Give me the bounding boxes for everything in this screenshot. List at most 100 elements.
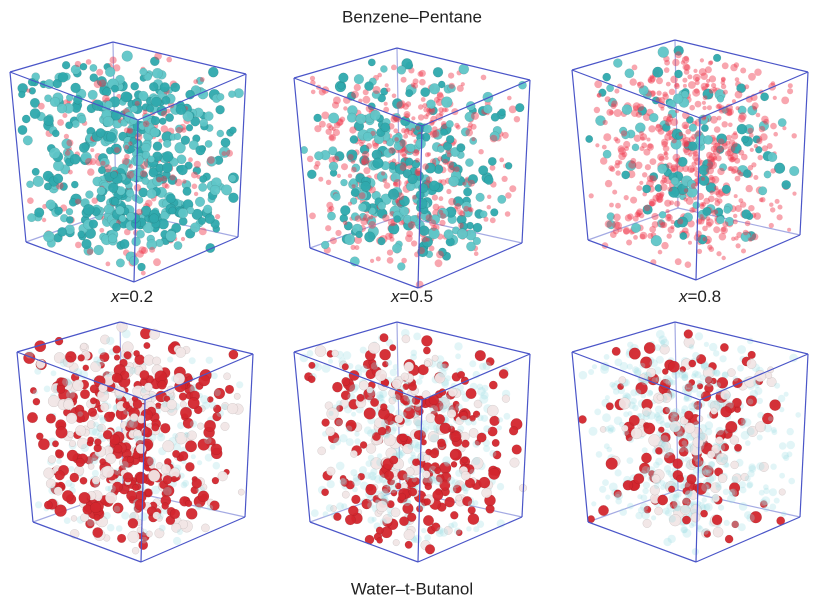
molecule: [488, 157, 496, 165]
molecule: [744, 84, 749, 89]
molecule: [454, 342, 462, 350]
molecule: [122, 51, 133, 62]
molecule: [602, 413, 611, 422]
molecule: [359, 192, 366, 199]
molecule: [359, 142, 364, 147]
molecule: [311, 509, 319, 517]
molecule: [672, 59, 679, 66]
molecule: [236, 381, 243, 388]
molecule: [346, 438, 354, 446]
molecule: [398, 493, 405, 500]
molecule: [421, 528, 426, 533]
molecule: [407, 144, 415, 152]
molecule: [137, 527, 144, 534]
molecule: [684, 56, 689, 61]
molecule: [489, 450, 496, 457]
molecule: [135, 133, 143, 141]
molecule: [709, 75, 716, 82]
molecule: [475, 350, 486, 361]
molecule: [640, 146, 645, 151]
molecule: [622, 171, 630, 179]
molecule: [23, 136, 33, 146]
molecule: [371, 362, 378, 369]
molecule: [44, 501, 52, 509]
molecule: [162, 402, 168, 408]
molecule: [731, 237, 735, 241]
molecule: [178, 208, 188, 218]
molecule: [490, 135, 498, 143]
molecule: [769, 223, 774, 228]
molecule: [426, 413, 436, 423]
panel-label: x=0.5: [390, 287, 433, 306]
molecule: [418, 114, 424, 120]
molecule: [434, 468, 441, 475]
molecule: [181, 136, 190, 145]
molecule: [194, 161, 201, 168]
molecule: [188, 397, 200, 409]
molecule: [603, 73, 611, 81]
molecule: [174, 373, 185, 384]
molecule: [764, 171, 771, 178]
molecule: [131, 82, 139, 90]
molecule: [27, 197, 34, 204]
molecule: [225, 385, 234, 394]
molecule: [609, 382, 615, 388]
molecule: [619, 377, 626, 384]
molecule: [721, 84, 726, 89]
molecule: [326, 180, 331, 185]
molecule: [404, 530, 415, 541]
molecule: [363, 167, 370, 174]
molecule: [173, 537, 181, 545]
molecule: [588, 369, 594, 375]
molecule: [393, 364, 399, 370]
molecule: [728, 123, 733, 128]
molecule: [459, 211, 465, 217]
molecule: [134, 184, 141, 191]
molecule: [628, 437, 634, 443]
molecule: [705, 376, 712, 383]
molecule: [404, 111, 411, 118]
molecule: [413, 412, 419, 418]
molecule: [735, 77, 740, 82]
molecule: [400, 140, 407, 147]
molecule: [605, 96, 611, 102]
molecule: [610, 231, 617, 238]
molecule: [411, 116, 415, 120]
molecule: [186, 124, 193, 131]
molecule: [446, 135, 454, 143]
molecule: [411, 240, 417, 246]
molecule: [405, 541, 413, 549]
molecule: [623, 141, 630, 148]
molecule: [702, 237, 706, 241]
molecule: [456, 495, 462, 501]
molecule: [655, 406, 663, 414]
molecule: [710, 191, 714, 195]
molecule: [598, 505, 608, 515]
molecule: [327, 480, 335, 488]
molecule: [390, 456, 398, 464]
molecule: [635, 389, 641, 395]
molecule: [724, 206, 731, 213]
molecule: [123, 402, 130, 409]
molecule: [147, 189, 157, 199]
molecule: [141, 247, 148, 254]
molecule: [736, 243, 741, 248]
molecule: [693, 69, 697, 73]
molecule: [645, 164, 651, 170]
molecule: [417, 198, 428, 209]
molecule: [697, 249, 702, 254]
molecule: [734, 194, 738, 198]
molecule: [448, 176, 459, 187]
molecule: [70, 483, 75, 488]
molecule: [666, 131, 672, 137]
molecule: [120, 239, 129, 248]
molecule: [743, 170, 751, 178]
molecule: [364, 232, 375, 243]
molecule: [97, 187, 106, 196]
molecule: [368, 59, 375, 66]
molecule: [705, 428, 712, 435]
molecule: [135, 436, 144, 445]
molecule: [111, 198, 119, 206]
molecule: [455, 203, 461, 209]
molecule: [359, 381, 369, 391]
